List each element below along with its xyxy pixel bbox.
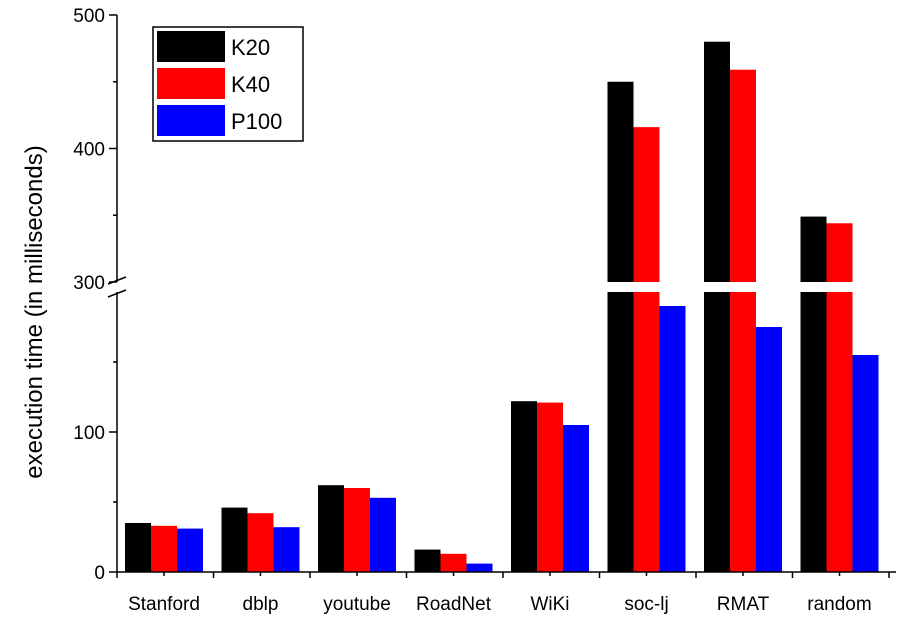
bar-k20-soc-lj [607, 81, 634, 572]
bar-k20-rmat [704, 41, 730, 572]
bar-k20-dblp [221, 507, 248, 572]
x-tick-label-stanford: Stanford [128, 594, 200, 615]
bar-p100-youtube [370, 497, 396, 572]
bar-p100-soc-lj [659, 306, 686, 572]
x-tick-label-wiki: WiKi [530, 594, 569, 615]
bar-k40-random [826, 223, 853, 572]
y-tick-label-300: 300 [73, 273, 105, 294]
axis-break-mark-lower [107, 289, 127, 298]
bar-k40-rmat [730, 69, 756, 573]
x-tick-label-rmat: RMAT [717, 594, 770, 615]
legend-swatch-p100 [157, 105, 225, 136]
legend-label-k20: K20 [231, 35, 270, 60]
legend: K20 K40 P100 [152, 26, 304, 142]
bar-p100-rmat [756, 327, 782, 572]
bar-k40-dblp [247, 513, 274, 572]
axis-break-mark-upper [107, 276, 127, 285]
y-tick-label-500: 500 [73, 6, 105, 27]
x-tick-label-youtube: youtube [323, 594, 391, 615]
bar-k20-wiki [511, 401, 537, 572]
x-tick-label-dblp: dblp [243, 594, 279, 615]
bar-p100-wiki [563, 425, 589, 572]
legend-label-k40: K40 [231, 72, 270, 97]
bar-k20-youtube [318, 485, 344, 572]
bar-k20-stanford [125, 523, 151, 572]
bar-k40-soc-lj [633, 127, 660, 572]
y-tick-label-100: 100 [73, 423, 105, 444]
bar-k20-roadnet [414, 549, 441, 572]
bar-k40-wiki [537, 402, 563, 572]
x-tick-label-soc-lj: soc-lj [624, 594, 668, 615]
y-tick-label-0: 0 [94, 563, 105, 584]
bar-p100-random [852, 355, 879, 572]
bar-k40-youtube [344, 488, 370, 572]
legend-label-p100: P100 [231, 109, 282, 134]
bars-layer [118, 41, 897, 573]
axis-break-gap [118, 282, 897, 292]
bar-p100-roadnet [466, 563, 493, 572]
x-tick-label-random: random [807, 594, 871, 615]
bar-k40-stanford [151, 525, 177, 572]
axes-layer: 0 100 300 400 500 Stanford dblp youtube RoadNet W… [73, 6, 896, 615]
legend-swatch-k20 [157, 31, 225, 62]
bar-p100-stanford [177, 528, 203, 572]
bar-p100-dblp [273, 527, 300, 572]
bar-k40-roadnet [440, 553, 467, 572]
y-axis-title: execution time (in milliseconds) [21, 145, 48, 478]
x-tick-label-roadnet: RoadNet [416, 594, 492, 615]
legend-swatch-k40 [157, 68, 225, 99]
y-tick-label-400: 400 [73, 140, 105, 161]
bar-k20-random [800, 216, 827, 572]
